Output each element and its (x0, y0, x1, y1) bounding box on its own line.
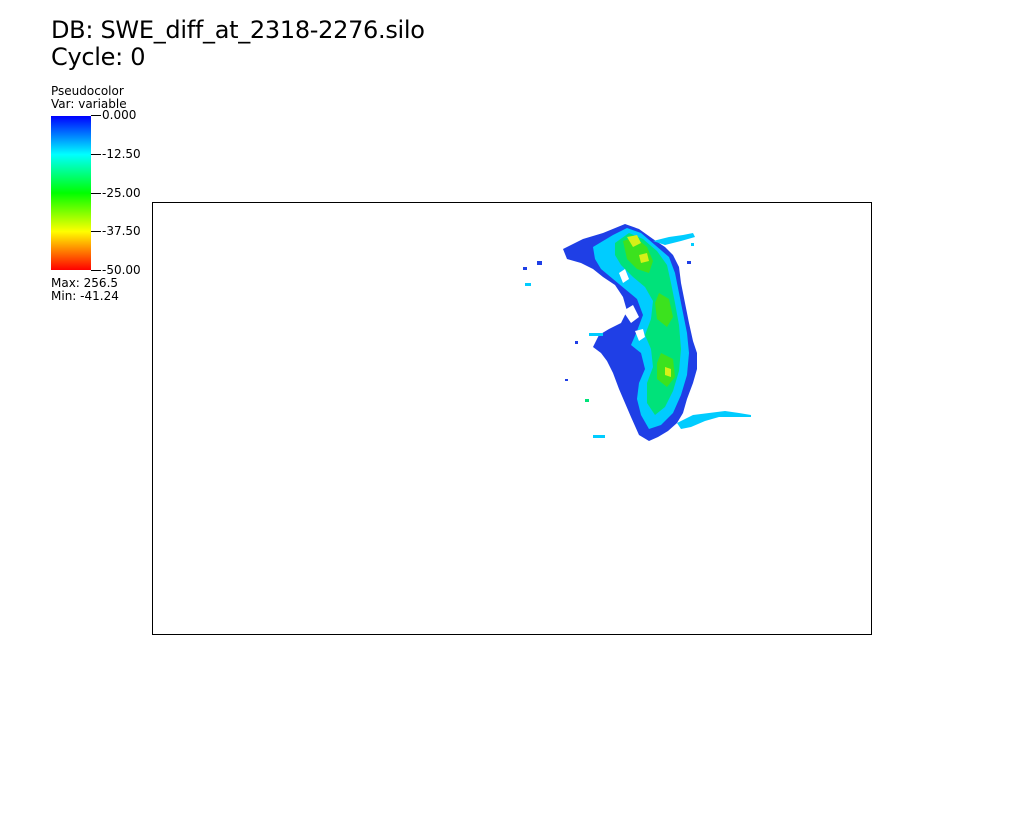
field-speck (537, 261, 542, 265)
field-speck (589, 333, 603, 336)
legend-plot-type: Pseudocolor (51, 84, 124, 98)
field-tail (677, 411, 751, 429)
field-gap (635, 329, 645, 341)
colorbar-tick-0: 0.000 (91, 109, 136, 121)
field-region-yellow (665, 367, 671, 377)
field-arm (653, 233, 695, 245)
field-gap (623, 305, 639, 323)
colorbar-tick-1: -12.50 (91, 148, 141, 160)
field-speck (691, 243, 694, 246)
field-region-green (623, 237, 653, 273)
field-speck (525, 283, 531, 286)
colorbar-tick-4: -50.00 (91, 264, 141, 276)
field-speck (687, 261, 691, 264)
field-speck (575, 341, 578, 344)
cycle-label: Cycle: 0 (51, 43, 146, 71)
legend-min: Min: -41.24 (51, 289, 119, 303)
field-speck (523, 267, 527, 270)
colorbar (51, 116, 91, 270)
colorbar-tick-3: -37.50 (91, 225, 141, 237)
field-region-green (655, 293, 673, 327)
field-gap (619, 269, 629, 283)
legend-variable: Var: variable (51, 97, 127, 111)
field-speck (593, 435, 605, 438)
pseudocolor-field (523, 224, 751, 441)
plot-area (152, 202, 872, 635)
field-speck (585, 399, 589, 402)
colorbar-tick-2: -25.00 (91, 187, 141, 199)
field-speck (565, 379, 568, 381)
field-region-yellow (627, 235, 641, 247)
field-region-yellow (639, 253, 649, 263)
database-title: DB: SWE_diff_at_2318-2276.silo (51, 16, 425, 44)
legend-max: Max: 256.5 (51, 276, 119, 290)
